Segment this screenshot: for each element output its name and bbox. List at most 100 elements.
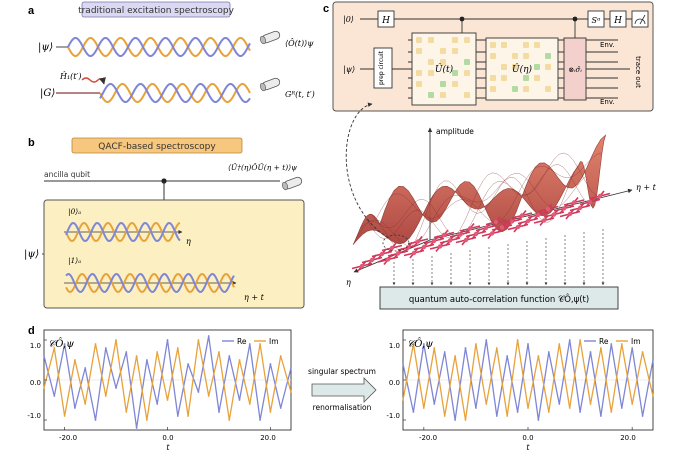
data-point-re [248, 343, 251, 345]
data-point-im [146, 419, 148, 421]
data-point-im [207, 395, 210, 397]
gate-cell [464, 37, 470, 43]
lattice-site [489, 231, 495, 236]
left-xtick-3: 20.0 [260, 434, 276, 442]
amplitude-surface [352, 134, 607, 245]
gate-cell [428, 37, 434, 43]
env-top-label: Env. [600, 41, 615, 49]
gate-cell [428, 92, 434, 98]
lattice-site [561, 206, 567, 211]
data-point-re [412, 411, 415, 413]
gate-cell [452, 70, 458, 76]
panel-b-title-box [71, 137, 243, 154]
gate-cell [440, 81, 446, 87]
data-point-im [641, 351, 644, 353]
amplitude-label: amplitude [436, 127, 474, 136]
data-point-re [238, 399, 241, 401]
gate-cell [545, 53, 551, 59]
left-xtick-2: 0.0 [162, 434, 173, 442]
perturbation-arrow [81, 77, 106, 85]
obs-bottom-label: Gᴿ(t, t′) [285, 90, 315, 99]
gate-cell [464, 70, 470, 76]
env-bottom-label: Env. [600, 98, 615, 106]
data-point-im [43, 387, 45, 389]
data-point-re [600, 415, 602, 417]
hadamard-2-label: H [613, 16, 622, 26]
data-point-im [228, 419, 231, 421]
data-point-im [290, 391, 292, 393]
lattice-site [405, 245, 411, 250]
data-point-re [506, 355, 509, 357]
data-point-im [218, 351, 220, 353]
right-ytick-1: 1.0 [389, 342, 400, 350]
data-point-im [238, 359, 241, 361]
gate-cell [512, 53, 518, 59]
data-point-re [568, 339, 571, 341]
meter-needle [639, 14, 646, 25]
wave-orange [65, 272, 235, 294]
gate-cell [501, 42, 507, 48]
right-xtick-3: 20.0 [620, 434, 636, 442]
lattice-site [437, 244, 443, 249]
data-point-im [652, 395, 654, 397]
meter-arc [634, 18, 646, 25]
data-point-re [558, 403, 561, 405]
data-point-im [464, 419, 467, 421]
panel-a-title-box [81, 1, 231, 18]
right-xtick-2: 0.0 [522, 434, 533, 442]
ketpsi-label: |ψ⟩ [343, 65, 355, 74]
lattice-site [431, 238, 437, 244]
projection-arrows [392, 229, 605, 286]
right-legend-re: Re [599, 337, 609, 346]
left-xlabel: t [166, 443, 170, 451]
data-point-re [527, 343, 529, 345]
panel-d: d 𝒞Ô,ψ Re Im 1.0 0.0 -1.0 -20.0 0.0 20.0… [27, 325, 654, 452]
s-alpha-label: Sᵅ [592, 16, 601, 25]
surface-contour [365, 164, 592, 240]
right-plot-title: 𝒞Ô,ψ [407, 338, 433, 350]
data-point-im [115, 339, 117, 341]
eta-3d-axis [353, 239, 431, 273]
lattice-site [395, 251, 401, 256]
left-ytick-3: -1.0 [27, 412, 41, 420]
data-point-re [218, 411, 220, 413]
lattice-site [463, 237, 469, 243]
lattice-site [567, 211, 573, 217]
wave-blue [65, 221, 181, 243]
lattice-site [441, 232, 447, 238]
branch0-label: |0⟩ₐ [68, 207, 81, 216]
state-psi-label: |ψ⟩ [38, 42, 53, 53]
ket0-label: |0⟩ [343, 15, 354, 24]
panel-b-psi: |ψ⟩ [24, 249, 39, 260]
right-xlabel: t [526, 443, 530, 451]
data-point-re [104, 347, 107, 349]
data-point-im [589, 403, 592, 405]
lattice-site [379, 251, 385, 257]
gate-cell [534, 64, 540, 70]
data-point-im [269, 411, 272, 413]
lattice-site [519, 213, 525, 218]
lattice-site [473, 231, 479, 237]
hadamard-gate-2 [609, 10, 627, 28]
panel-a-label: a [28, 5, 35, 17]
data-point-im [495, 347, 498, 349]
u-t-grid [416, 37, 470, 98]
data-point-im [104, 395, 107, 397]
gate-cell [523, 75, 529, 81]
data-point-re [156, 403, 159, 405]
data-point-re [259, 419, 261, 421]
panel-c: c |0⟩ |ψ⟩ H prep circuit Û(t) Û(η) [323, 1, 657, 310]
surface-contour [370, 152, 597, 238]
gate-cell [428, 59, 434, 65]
u-eta-label: Û(η) [512, 63, 532, 75]
panel-d-label: d [28, 325, 35, 337]
gate-cell [416, 48, 422, 54]
gate-cell [490, 86, 496, 92]
lattice-site [597, 193, 603, 199]
wave-blue [67, 37, 251, 57]
data-point-re [53, 395, 56, 397]
qacf-box [379, 286, 619, 310]
data-point-re [620, 407, 623, 409]
lattice-site [447, 238, 453, 243]
data-point-re [166, 339, 169, 341]
